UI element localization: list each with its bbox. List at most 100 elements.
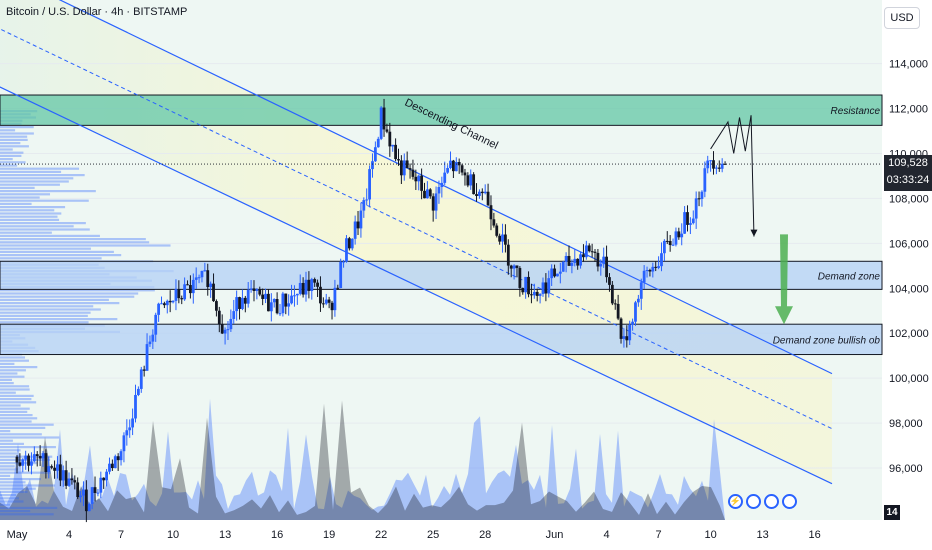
candle-body xyxy=(209,283,213,288)
candle-body xyxy=(645,270,649,272)
candle-body xyxy=(394,144,397,160)
candle-body xyxy=(437,187,441,194)
symbol-title[interactable]: Bitcoin / U.S. Dollar · 4h · BITSTAMP xyxy=(6,6,188,18)
green-down-arrow xyxy=(775,234,793,325)
candle-body xyxy=(504,234,507,245)
candle-body xyxy=(628,324,632,341)
flag-icon[interactable] xyxy=(764,494,779,509)
candle-body xyxy=(538,293,542,296)
time-tick-label: 10 xyxy=(704,529,716,541)
profile-bar xyxy=(0,410,28,413)
candle-body xyxy=(573,258,577,263)
candle-body xyxy=(550,268,554,279)
current-price-label: 109,528 xyxy=(888,157,928,169)
profile-bar xyxy=(0,231,52,234)
profile-bar xyxy=(0,250,114,253)
profile-bar xyxy=(0,465,15,468)
candle-body xyxy=(252,288,256,291)
candle-body xyxy=(714,167,718,169)
candle-body xyxy=(58,464,62,481)
candles xyxy=(0,98,882,523)
profile-bar xyxy=(0,462,37,465)
profile-bar xyxy=(0,503,11,506)
candle-body xyxy=(336,287,340,289)
candle-body xyxy=(495,225,499,236)
profile-bar xyxy=(0,362,15,365)
candle-body xyxy=(76,482,80,498)
demand-zone-ob-label: Demand zone bullish ob xyxy=(773,335,881,346)
profile-bar xyxy=(0,513,54,516)
candle-body xyxy=(660,253,663,267)
candle-body xyxy=(301,282,305,295)
candle-body xyxy=(241,297,244,309)
time-tick-label: 19 xyxy=(323,529,335,541)
candle-body xyxy=(295,293,299,296)
price-tick-label: 102,000 xyxy=(889,328,929,340)
candle-body xyxy=(327,299,331,303)
flag-icon[interactable] xyxy=(782,494,797,509)
candle-body xyxy=(249,288,253,290)
profile-bar xyxy=(0,212,62,215)
time-tick-label: 4 xyxy=(66,529,72,541)
candle-body xyxy=(602,256,606,264)
profile-bar xyxy=(0,148,13,151)
candle-body xyxy=(362,200,366,211)
profile-bar xyxy=(0,478,42,481)
candle-body xyxy=(44,453,48,472)
profile-bar xyxy=(0,426,46,429)
candle-body xyxy=(50,466,54,468)
candle-body xyxy=(232,311,236,319)
candle-body xyxy=(668,240,672,246)
price-tick-label: 108,000 xyxy=(889,193,929,205)
candle-body xyxy=(631,321,634,325)
time-tick-label: 16 xyxy=(271,529,283,541)
flag-icon[interactable] xyxy=(746,494,761,509)
candle-body xyxy=(515,265,519,268)
profile-bar xyxy=(0,218,60,221)
current-price-tag: 109,528 03:33:24 xyxy=(884,155,932,191)
profile-bar xyxy=(0,254,122,257)
candle-body xyxy=(558,271,562,274)
candle-body xyxy=(610,284,614,304)
candle-body xyxy=(223,329,227,334)
candle-body xyxy=(128,427,132,431)
profile-bar xyxy=(0,158,13,161)
candle-body xyxy=(619,318,623,339)
currency-button[interactable]: USD xyxy=(884,7,920,29)
profile-bar xyxy=(0,138,28,141)
candle-body xyxy=(47,466,51,472)
candle-body xyxy=(41,453,45,459)
candle-body xyxy=(385,129,389,132)
candle-body xyxy=(38,456,42,459)
candle-body xyxy=(307,279,311,291)
candle-body xyxy=(501,234,504,242)
candle-body xyxy=(686,212,689,225)
bolt-icon[interactable]: ⚡ xyxy=(728,494,743,509)
timezone-badge[interactable]: 14 xyxy=(884,505,900,520)
candle-body xyxy=(651,266,655,272)
price-tick-label: 106,000 xyxy=(889,238,929,250)
channel-upper-line xyxy=(58,0,833,375)
candle-body xyxy=(35,454,39,457)
volume-histogram xyxy=(0,398,725,520)
candle-body xyxy=(304,279,308,295)
candle-body xyxy=(535,291,539,296)
candle-body xyxy=(134,394,137,419)
demand-zone-label: Demand zone xyxy=(818,271,881,282)
candle-body xyxy=(417,175,421,182)
candle-body xyxy=(350,238,354,249)
candle-body xyxy=(177,289,181,299)
profile-bar xyxy=(0,225,74,228)
candle-body xyxy=(564,255,568,262)
candle-body xyxy=(532,291,536,296)
candle-body xyxy=(330,302,334,311)
candle-body xyxy=(452,160,455,172)
candle-body xyxy=(310,279,314,291)
profile-bar xyxy=(0,474,11,477)
candle-body xyxy=(298,282,302,294)
profile-bar xyxy=(0,202,32,205)
candle-body xyxy=(639,282,643,299)
time-tick-label: Jun xyxy=(546,529,564,541)
candle-body xyxy=(648,270,652,272)
